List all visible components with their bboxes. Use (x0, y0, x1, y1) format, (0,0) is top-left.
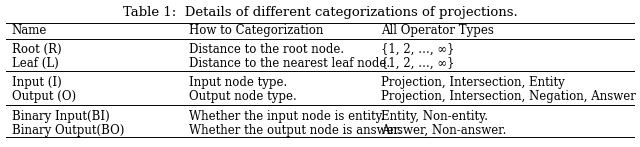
Text: Projection, Intersection, Negation, Answer: Projection, Intersection, Negation, Answ… (381, 90, 636, 103)
Text: Whether the output node is answer.: Whether the output node is answer. (189, 124, 401, 137)
Text: Input (I): Input (I) (12, 76, 61, 89)
Text: All Operator Types: All Operator Types (381, 24, 493, 37)
Text: Output node type.: Output node type. (189, 90, 296, 103)
Text: Whether the input node is entity.: Whether the input node is entity. (189, 110, 384, 123)
Text: Entity, Non-entity.: Entity, Non-entity. (381, 110, 488, 123)
Text: Output (O): Output (O) (12, 90, 76, 103)
Text: Leaf (L): Leaf (L) (12, 57, 58, 70)
Text: How to Categorization: How to Categorization (189, 24, 323, 37)
Text: Input node type.: Input node type. (189, 76, 287, 89)
Text: Distance to the root node.: Distance to the root node. (189, 43, 344, 56)
Text: Projection, Intersection, Entity: Projection, Intersection, Entity (381, 76, 564, 89)
Text: Table 1:  Details of different categorizations of projections.: Table 1: Details of different categoriza… (123, 6, 517, 19)
Text: Binary Output(BO): Binary Output(BO) (12, 124, 124, 137)
Text: Name: Name (12, 24, 47, 37)
Text: {1, 2, …, ∞}: {1, 2, …, ∞} (381, 57, 454, 70)
Text: Root (R): Root (R) (12, 43, 61, 56)
Text: Answer, Non-answer.: Answer, Non-answer. (381, 124, 506, 137)
Text: Distance to the nearest leaf node.: Distance to the nearest leaf node. (189, 57, 390, 70)
Text: Binary Input(BI): Binary Input(BI) (12, 110, 109, 123)
Text: {1, 2, …, ∞}: {1, 2, …, ∞} (381, 43, 454, 56)
